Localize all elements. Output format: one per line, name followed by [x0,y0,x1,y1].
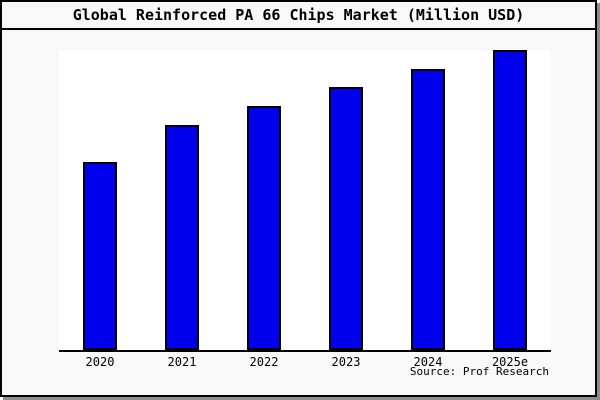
bar-2025e [493,50,527,350]
source-note: Source: Prof Research [409,365,549,378]
bar-2021 [165,125,199,350]
x-tick-2024: 2024 [413,355,443,369]
bar-2020 [83,162,117,350]
bar-2024 [411,69,445,350]
chart-title-bar: Global Reinforced PA 66 Chips Market (Mi… [2,2,595,30]
bars-container [59,50,551,350]
x-tick-2023: 2023 [331,355,361,369]
x-tick-2021: 2021 [167,355,197,369]
chart-title: Global Reinforced PA 66 Chips Market (Mi… [72,6,525,24]
bar-2023 [329,87,363,350]
x-tick-2020: 2020 [85,355,115,369]
plot-area [59,50,551,352]
bar-2022 [247,106,281,350]
x-tick-2022: 2022 [249,355,279,369]
x-tick-2025e: 2025e [491,355,529,369]
x-axis-labels: 2020 2021 2022 2023 2024 2025e [59,355,551,369]
